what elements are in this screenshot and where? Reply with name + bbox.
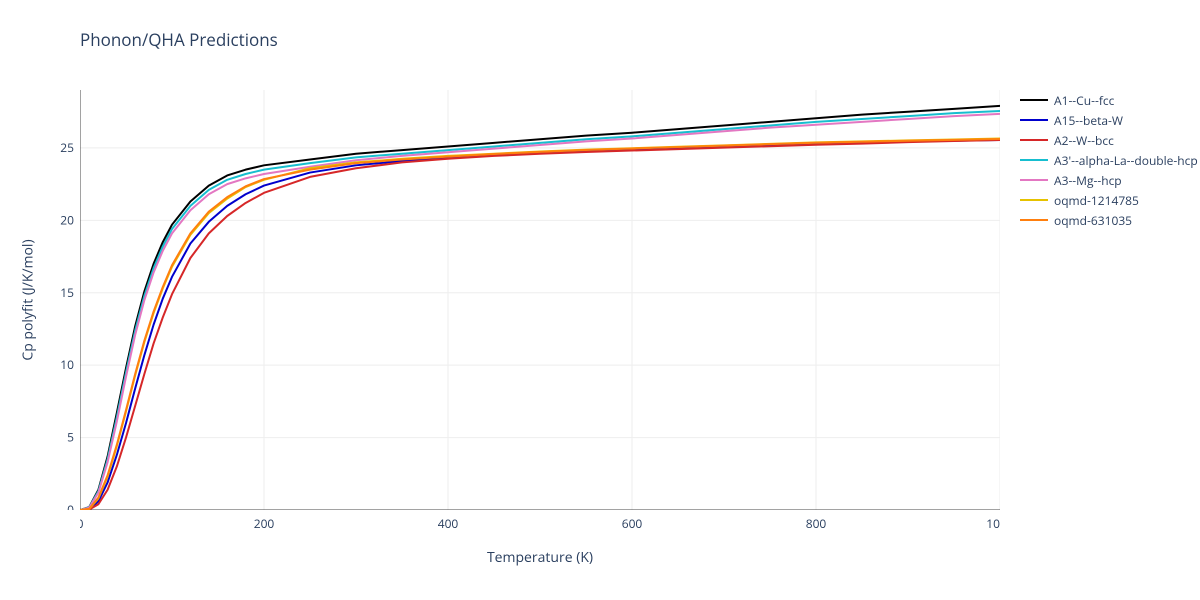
legend: A1--Cu--fcc A15--beta-W A2--W--bcc A3'--alp… bbox=[1020, 90, 1198, 230]
y-tick-label: 25 bbox=[60, 139, 74, 156]
legend-swatch bbox=[1020, 219, 1048, 221]
series-line[interactable] bbox=[80, 139, 1000, 510]
y-tick-label: 10 bbox=[60, 356, 74, 373]
series-line[interactable] bbox=[80, 140, 1000, 510]
legend-item[interactable]: A3--Mg--hcp bbox=[1020, 170, 1198, 190]
y-tick-label: 5 bbox=[67, 429, 74, 446]
x-tick-label: 200 bbox=[254, 515, 275, 532]
series-line[interactable] bbox=[80, 140, 1000, 510]
legend-swatch bbox=[1020, 119, 1048, 121]
legend-item[interactable]: oqmd-631035 bbox=[1020, 210, 1198, 230]
legend-item[interactable]: A3'--alpha-La--double-hcp bbox=[1020, 150, 1198, 170]
legend-label: A3'--alpha-La--double-hcp bbox=[1054, 152, 1198, 169]
plot-svg bbox=[80, 90, 1000, 510]
x-axis-title: Temperature (K) bbox=[80, 548, 1000, 567]
legend-label: oqmd-631035 bbox=[1054, 212, 1132, 229]
x-tick-label: 800 bbox=[806, 515, 827, 532]
x-ticks: 0 200 400 600 800 1000 bbox=[80, 512, 1000, 542]
x-tick-label: 400 bbox=[438, 515, 459, 532]
legend-swatch bbox=[1020, 159, 1048, 161]
y-tick-label: 15 bbox=[60, 284, 74, 301]
legend-item[interactable]: A2--W--bcc bbox=[1020, 130, 1198, 150]
legend-label: A1--Cu--fcc bbox=[1054, 92, 1114, 109]
legend-item[interactable]: A15--beta-W bbox=[1020, 110, 1198, 130]
legend-label: A2--W--bcc bbox=[1054, 132, 1114, 149]
chart-container: Phonon/QHA Predictions Cp polyfit (J/K/m… bbox=[0, 0, 1200, 600]
legend-item[interactable]: A1--Cu--fcc bbox=[1020, 90, 1198, 110]
legend-item[interactable]: oqmd-1214785 bbox=[1020, 190, 1198, 210]
y-tick-label: 0 bbox=[67, 501, 74, 510]
plot-area bbox=[80, 90, 1000, 510]
series-line[interactable] bbox=[80, 106, 1000, 510]
legend-swatch bbox=[1020, 99, 1048, 101]
x-tick-label: 0 bbox=[80, 515, 84, 532]
legend-swatch bbox=[1020, 139, 1048, 141]
series-line[interactable] bbox=[80, 139, 1000, 510]
x-tick-label: 1000 bbox=[986, 515, 1000, 532]
chart-title: Phonon/QHA Predictions bbox=[80, 28, 278, 51]
legend-swatch bbox=[1020, 199, 1048, 201]
legend-label: A3--Mg--hcp bbox=[1054, 172, 1122, 189]
y-tick-label: 20 bbox=[60, 211, 74, 228]
x-tick-label: 600 bbox=[622, 515, 643, 532]
legend-swatch bbox=[1020, 179, 1048, 181]
series-line[interactable] bbox=[80, 111, 1000, 510]
y-ticks: 0 5 10 15 20 25 bbox=[30, 90, 80, 510]
legend-label: A15--beta-W bbox=[1054, 112, 1123, 129]
legend-label: oqmd-1214785 bbox=[1054, 192, 1139, 209]
series-line[interactable] bbox=[80, 114, 1000, 510]
